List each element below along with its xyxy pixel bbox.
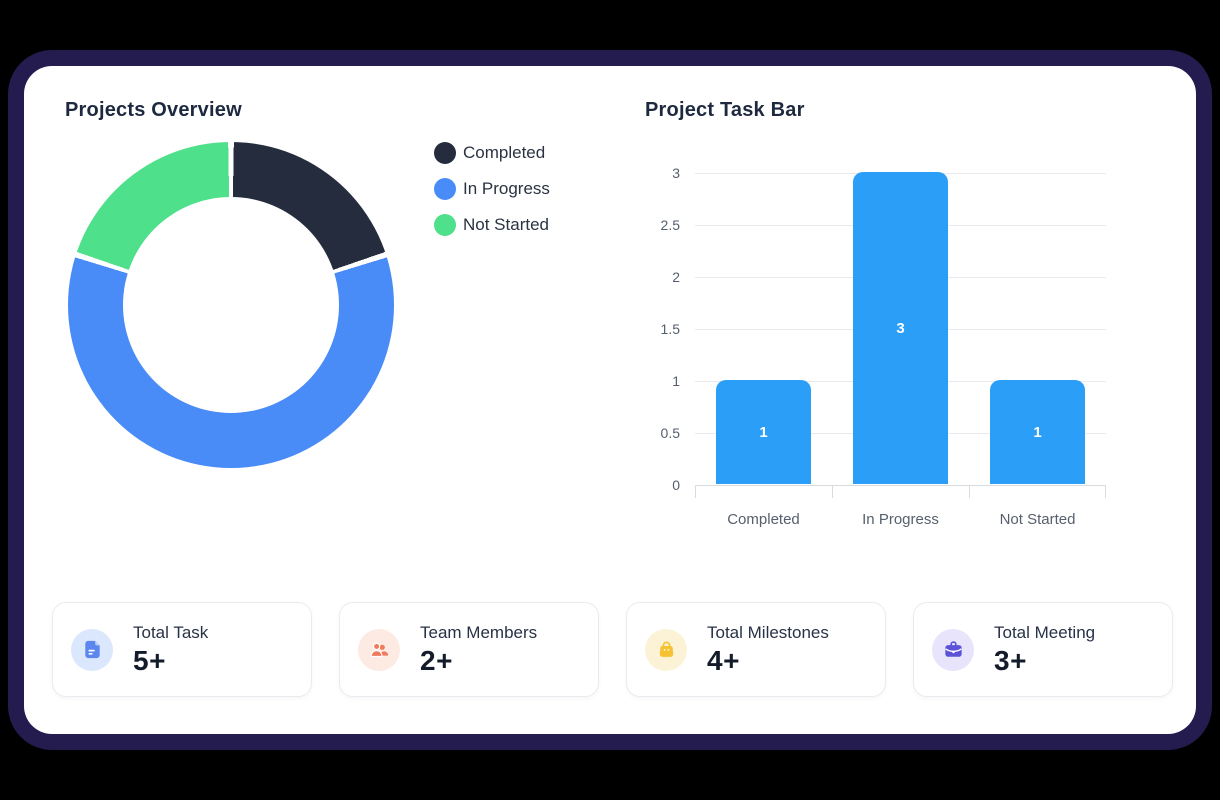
- legend-label: Not Started: [463, 215, 549, 234]
- y-axis-tick-label: 1.5: [660, 321, 680, 337]
- y-axis-tick-label: 0: [672, 477, 680, 493]
- bar-completed[interactable]: 1: [716, 380, 811, 484]
- stat-card-value: 3+: [994, 645, 1027, 676]
- stat-card-value: 4+: [707, 645, 740, 676]
- project-task-bar-chart[interactable]: 1 Completed 3 In Progress 1 Not Started: [695, 172, 1106, 528]
- briefcase-icon: [932, 628, 974, 671]
- y-axis-tick-label: 2.5: [660, 217, 680, 233]
- y-axis-tick-label: 0.5: [660, 425, 680, 441]
- x-axis-tick-mark: [1105, 485, 1106, 498]
- stat-card-total-milestones: Total Milestones 4+: [626, 602, 886, 697]
- x-axis-category-label: In Progress: [862, 511, 939, 528]
- y-axis-tick-label: 1: [672, 373, 680, 389]
- bar-chart-title: Project Task Bar: [645, 99, 805, 121]
- legend-swatch-completed: [434, 142, 456, 164]
- stat-card-label: Team Members: [420, 623, 538, 642]
- bar-chart-y-axis-labels: 0 0.5 1 1.5 2 2.5 3: [610, 166, 680, 492]
- y-axis-tick-label: 3: [672, 165, 680, 181]
- stat-card-total-task: Total Task 5+: [52, 602, 312, 697]
- legend-item-not-started[interactable]: Not Started: [434, 212, 550, 238]
- legend-swatch-in-progress: [434, 178, 456, 200]
- stat-card-label: Total Meeting: [994, 623, 1096, 642]
- y-axis-tick-label: 2: [672, 269, 680, 285]
- dashboard-frame: Projects Overview Completed In Progress …: [8, 50, 1212, 750]
- gridline-y-0: [695, 485, 1106, 486]
- stat-card-label: Total Task: [133, 623, 209, 642]
- donut-hole: [123, 197, 339, 413]
- stat-card-team-members: Team Members 2+: [339, 602, 599, 697]
- x-axis-category-label: Not Started: [999, 511, 1076, 528]
- bar-value-label: 1: [759, 423, 768, 441]
- dashboard-panel: Projects Overview Completed In Progress …: [24, 66, 1196, 734]
- legend-item-in-progress[interactable]: In Progress: [434, 176, 550, 202]
- people-icon: [358, 628, 400, 671]
- bar-value-label: 1: [1033, 423, 1042, 441]
- bar-in-progress[interactable]: 3: [853, 172, 948, 484]
- x-axis-tick-mark: [969, 485, 970, 498]
- projects-overview-donut-chart[interactable]: [68, 142, 394, 468]
- donut-legend: Completed In Progress Not Started: [434, 140, 550, 248]
- x-axis-tick-mark: [695, 485, 696, 498]
- bar-not-started[interactable]: 1: [990, 380, 1085, 484]
- stat-card-label: Total Milestones: [707, 623, 829, 642]
- stat-card-value: 2+: [420, 645, 453, 676]
- x-axis-tick-mark: [832, 485, 833, 498]
- legend-label: Completed: [463, 143, 546, 162]
- legend-item-completed[interactable]: Completed: [434, 140, 550, 166]
- stat-card-value: 5+: [133, 645, 166, 676]
- document-icon: [71, 628, 113, 671]
- bag-icon: [645, 628, 687, 671]
- stat-cards-row: Total Task 5+ Team Me: [52, 602, 1173, 697]
- stat-card-total-meeting: Total Meeting 3+: [913, 602, 1173, 697]
- x-axis-category-label: Completed: [727, 511, 800, 528]
- bar-value-label: 3: [896, 319, 905, 337]
- legend-swatch-not-started: [434, 214, 456, 236]
- legend-label: In Progress: [463, 179, 550, 198]
- donut-chart-title: Projects Overview: [65, 99, 242, 121]
